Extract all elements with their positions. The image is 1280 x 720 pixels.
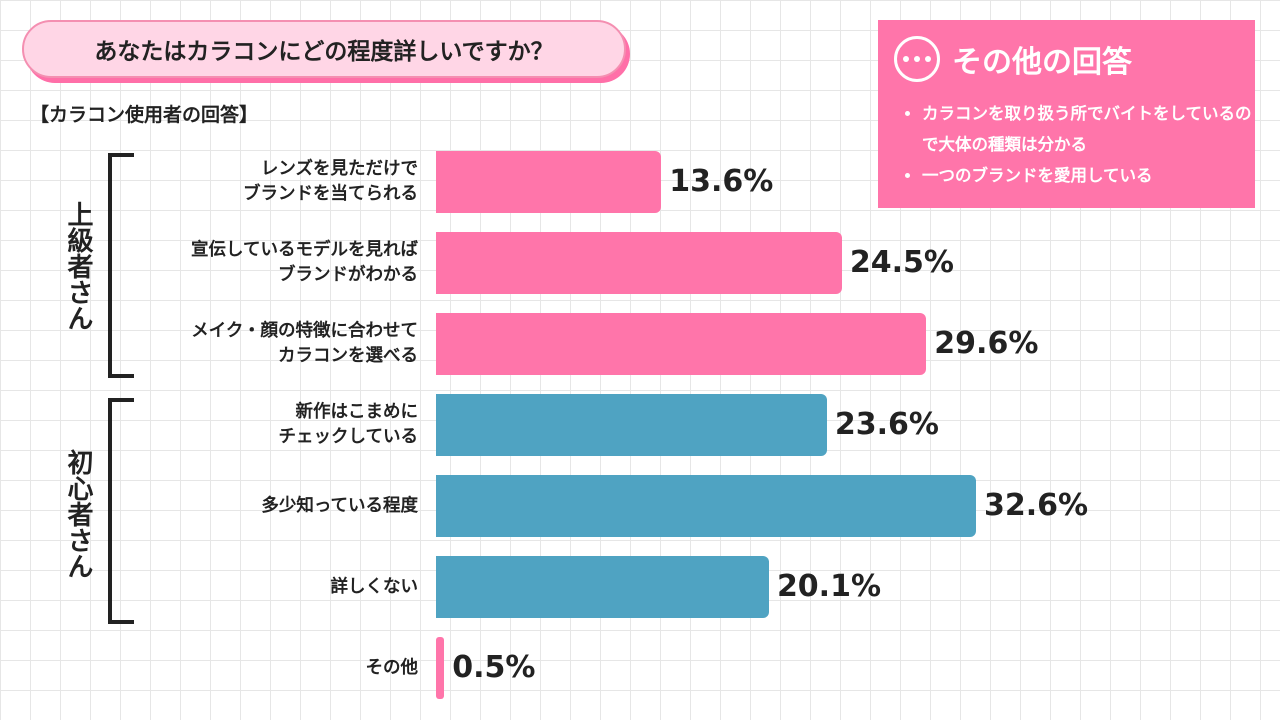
group-label-beginner: 初心者さん [63,449,93,579]
data-label: 0.5% [452,650,536,685]
other-answers-title: その他の回答 [952,45,1132,80]
bar [436,151,662,213]
data-label: 32.6% [984,488,1089,523]
bar [436,313,927,375]
category-label: メイク・顔の特徴に合わせてカラコンを選べる [98,313,418,375]
bar [436,637,445,699]
other-answers-list: カラコンを取り扱う所でバイトをしているので大体の種類は分かる 一つのブランドを愛… [900,98,1262,191]
question-title: あなたはカラコンにどの程度詳しいですか？ [94,39,554,65]
category-label: 宣伝しているモデルを見ればブランドがわかる [98,232,418,294]
category-label-line: その他 [365,657,419,678]
other-answer-item: 一つのブランドを愛用している [922,160,1262,191]
category-label-line: 新作はこまめに [295,402,419,422]
ellipsis-icon [894,36,940,82]
data-label: 13.6% [669,164,774,199]
category-label-line: メイク・顔の特徴に合わせて [191,321,418,341]
other-answer-item: カラコンを取り扱う所でバイトをしているので大体の種類は分かる [922,98,1262,160]
data-label: 29.6% [934,326,1039,361]
category-label-line: ブランドを当てられる [243,184,418,204]
group-label-advanced: 上級者さん [63,201,93,331]
data-label: 20.1% [776,569,882,604]
category-label-line: 多少知っている程度 [261,495,418,516]
category-label-line: 宣伝しているモデルを見れば [191,240,418,260]
category-label: その他 [98,637,419,699]
bar [436,475,976,537]
bar [436,394,827,456]
category-label-line: 詳しくない [330,576,419,597]
bracket-advanced [108,153,134,378]
bar [436,556,769,618]
category-label: 詳しくない [98,556,419,618]
category-label: 多少知っている程度 [98,475,418,537]
category-label: 新作はこまめにチェックしている [98,394,418,456]
data-label: 24.5% [849,245,954,280]
category-label-line: ブランドがわかる [278,265,418,285]
category-label-line: カラコンを選べる [278,346,418,366]
question-bubble: あなたはカラコンにどの程度詳しいですか？ [22,20,626,78]
bar [436,232,842,294]
bracket-beginner [108,398,134,624]
other-answers-box: その他の回答 カラコンを取り扱う所でバイトをしているので大体の種類は分かる 一つ… [878,20,1255,208]
category-label: レンズを見ただけでブランドを当てられる [98,151,418,213]
category-label-line: レンズを見ただけで [260,159,418,179]
category-label-line: チェックしている [278,427,418,447]
section-label: 【カラコン使用者の回答】 [30,104,259,126]
other-answers-header: その他の回答 [894,36,1132,82]
data-label: 23.6% [834,407,939,442]
